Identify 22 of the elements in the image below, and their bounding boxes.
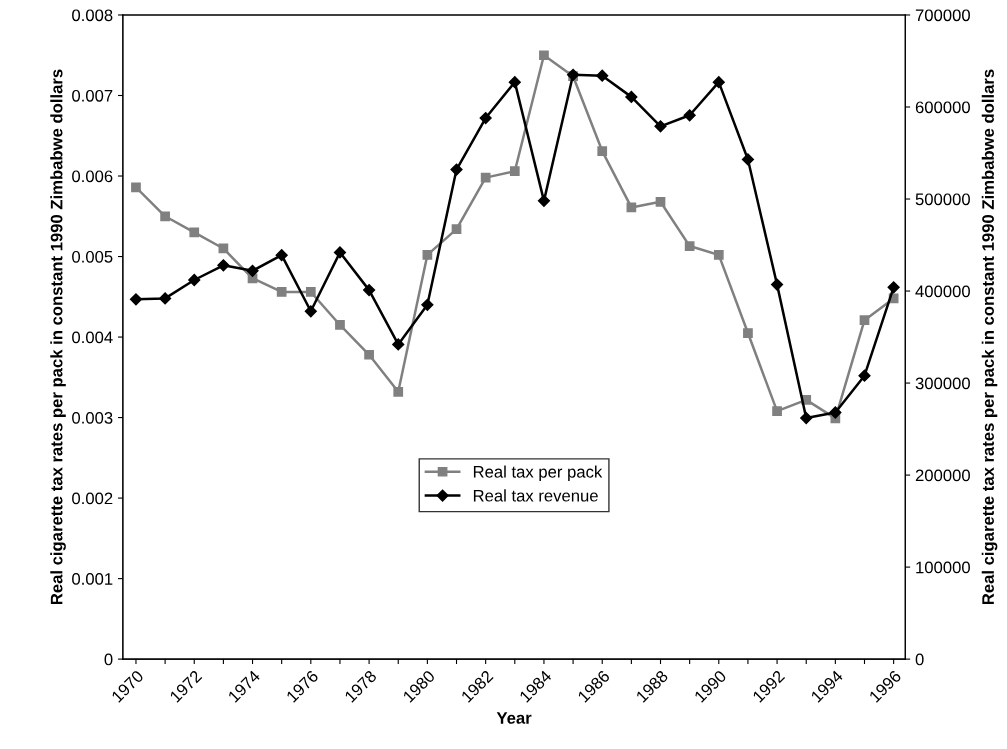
legend-label: Real tax revenue xyxy=(473,489,598,502)
y-tick-label: 0.008 xyxy=(72,9,113,22)
y-tick-label: 0.002 xyxy=(72,492,113,505)
y2-axis-title: Real cigarette tax rates per pack in constant 1990 Zimbabwe dollars xyxy=(981,69,998,605)
y2-tick-label: 400000 xyxy=(915,285,970,298)
y-tick-label: 0.006 xyxy=(72,170,113,183)
y-tick-label: 0.004 xyxy=(72,331,113,344)
y-axis-title: Real cigarette tax rates per pack in constant 1990 Zimbabwe dollars xyxy=(50,69,66,605)
y-tick-label: 0.003 xyxy=(72,411,113,424)
y2-tick-label: 700000 xyxy=(915,9,970,22)
x-axis-title: Year xyxy=(496,712,532,724)
legend-label: Real tax per pack xyxy=(473,465,603,482)
y2-tick-label: 0 xyxy=(915,653,924,666)
y2-tick-label: 200000 xyxy=(915,469,970,482)
y2-tick-label: 300000 xyxy=(915,377,970,390)
y2-tick-label: 600000 xyxy=(915,101,970,114)
y-tick-label: 0.001 xyxy=(72,573,113,585)
y-tick-label: 0 xyxy=(104,653,113,666)
y2-tick-label: 500000 xyxy=(915,193,970,206)
y2-tick-label: 100000 xyxy=(916,561,970,574)
y-tick-label: 0.007 xyxy=(72,89,113,102)
y-tick-label: 0.005 xyxy=(72,250,113,263)
